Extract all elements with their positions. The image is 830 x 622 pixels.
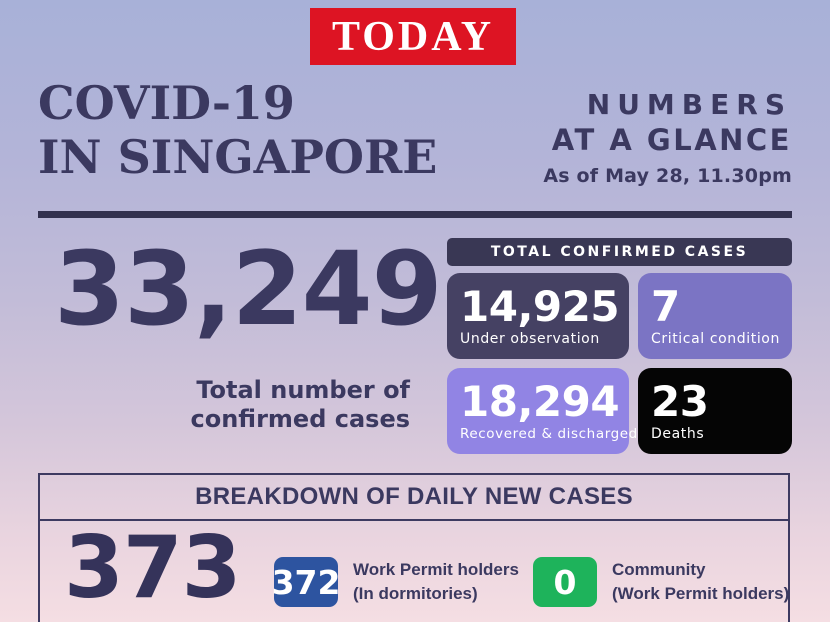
tile-value: 14,925 — [460, 281, 620, 331]
tile-label: Deaths — [651, 426, 705, 443]
label-line2: (Work Permit holders) — [612, 584, 790, 603]
tile-critical-condition: 7 Critical condition — [638, 273, 792, 359]
confirmed-cases-tiles: 14,925 Under observation 7 Critical cond… — [447, 273, 792, 454]
total-confirmed-label-line2: confirmed cases — [190, 404, 410, 433]
label-line1: Work Permit holders — [353, 560, 519, 580]
glance-line2: AT A GLANCE — [551, 122, 792, 157]
total-confirmed-label: Total number of confirmed cases — [38, 376, 410, 434]
tile-label: Under observation — [460, 331, 600, 348]
tile-value: 18,294 — [460, 376, 620, 426]
tile-recovered-discharged: 18,294 Recovered & discharged — [447, 368, 638, 454]
community-group: 0 Community (Work Permit holders) — [533, 557, 789, 607]
tile-value: 7 — [651, 281, 680, 331]
tile-under-observation: 14,925 Under observation — [447, 273, 629, 359]
page-title: COVID-19 IN SINGAPORE — [38, 76, 437, 185]
label-line1: Community — [612, 560, 706, 580]
confirmed-cases-panel: TOTAL CONFIRMED CASES 14,925 Under obser… — [447, 238, 792, 454]
today-logo-text: TODAY — [331, 13, 495, 60]
daily-breakdown-box: BREAKDOWN OF DAILY NEW CASES 373 372 Wor… — [38, 473, 790, 622]
as-of-timestamp: As of May 28, 11.30pm — [543, 164, 792, 187]
work-permit-dormitory-badge: 372 — [272, 557, 340, 607]
tile-value: 23 — [651, 376, 709, 426]
label-line2: (In dormitories) — [353, 584, 478, 603]
tile-label: Critical condition — [651, 331, 780, 348]
today-logo: TODAY — [310, 8, 516, 65]
section-divider — [38, 211, 792, 218]
confirmed-cases-panel-header: TOTAL CONFIRMED CASES — [447, 238, 792, 266]
total-confirmed-value: 33,249 — [54, 230, 443, 349]
glance-line1: NUMBERS — [586, 88, 792, 121]
daily-breakdown-body: 373 372 Work Permit holders (In dormitor… — [40, 518, 789, 622]
tile-deaths: 23 Deaths — [638, 368, 792, 454]
numbers-at-a-glance: NUMBERS AT A GLANCE As of May 28, 11.30p… — [543, 88, 792, 187]
community-label: Community (Work Permit holders) — [612, 558, 789, 606]
daily-breakdown-header: BREAKDOWN OF DAILY NEW CASES — [40, 475, 788, 521]
page-title-line1: COVID-19 — [38, 76, 295, 130]
page-title-line2: IN SINGAPORE — [38, 130, 438, 185]
community-badge: 0 — [533, 557, 597, 607]
total-confirmed-label-line1: Total number of — [196, 376, 410, 404]
work-permit-dormitory-group: 372 Work Permit holders (In dormitories) — [272, 557, 519, 607]
daily-new-cases-total: 373 — [64, 518, 242, 618]
work-permit-dormitory-label: Work Permit holders (In dormitories) — [353, 558, 519, 606]
tile-label: Recovered & discharged — [460, 426, 638, 443]
